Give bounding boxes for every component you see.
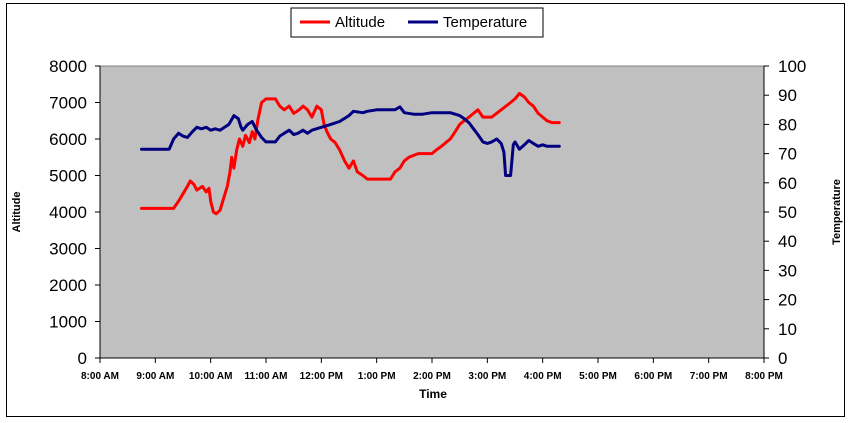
x-tick-label: 10:00 AM <box>189 371 233 382</box>
legend-label-altitude: Altitude <box>335 14 385 31</box>
x-tick-label: 2:00 PM <box>413 371 451 382</box>
plot-area <box>99 65 765 359</box>
y-tick-label-left: 0 <box>78 349 87 368</box>
x-tick-label: 9:00 AM <box>136 371 174 382</box>
x-tick-label: 12:00 PM <box>300 371 343 382</box>
y-tick-label-right: 0 <box>778 349 787 368</box>
y-tick-label-left: 4000 <box>49 203 87 222</box>
y-tick-label-left: 7000 <box>49 94 87 113</box>
x-tick-label: 8:00 PM <box>745 371 783 382</box>
y-tick-label-left: 5000 <box>49 167 87 186</box>
y-tick-label-right: 60 <box>778 174 797 193</box>
x-tick-label: 5:00 PM <box>579 371 617 382</box>
y-axis-label-right: Temperature <box>831 179 843 245</box>
legend-label-temperature: Temperature <box>443 14 527 31</box>
y-tick-label-left: 1000 <box>49 313 87 332</box>
y-tick-label-right: 10 <box>778 320 797 339</box>
y-axis-label-left: Altitude <box>11 192 23 233</box>
y-tick-label-left: 2000 <box>49 276 87 295</box>
x-tick-label: 7:00 PM <box>690 371 728 382</box>
y-tick-label-left: 6000 <box>49 130 87 149</box>
y-tick-label-right: 40 <box>778 232 797 251</box>
x-tick-label: 4:00 PM <box>524 371 562 382</box>
series-line-temperature <box>140 105 561 177</box>
series-line-altitude <box>140 91 561 216</box>
y-tick-label-right: 80 <box>778 115 797 134</box>
y-tick-label-right: 30 <box>778 261 797 280</box>
x-tick-label: 6:00 PM <box>634 371 672 382</box>
x-axis-label: Time <box>419 387 447 401</box>
x-tick-label: 1:00 PM <box>358 371 396 382</box>
y-tick-label-left: 8000 <box>49 57 87 76</box>
y-tick-label-right: 50 <box>778 203 797 222</box>
x-tick-label: 3:00 PM <box>468 371 506 382</box>
x-tick-label: 11:00 AM <box>245 371 288 382</box>
legend: Altitude Temperature <box>290 7 544 38</box>
y-tick-label-right: 90 <box>778 86 797 105</box>
y-tick-label-right: 100 <box>778 57 806 76</box>
y-tick-label-left: 3000 <box>49 240 87 259</box>
y-tick-label-right: 70 <box>778 145 797 164</box>
x-tick-label: 8:00 AM <box>81 371 119 382</box>
y-tick-label-right: 20 <box>778 291 797 310</box>
